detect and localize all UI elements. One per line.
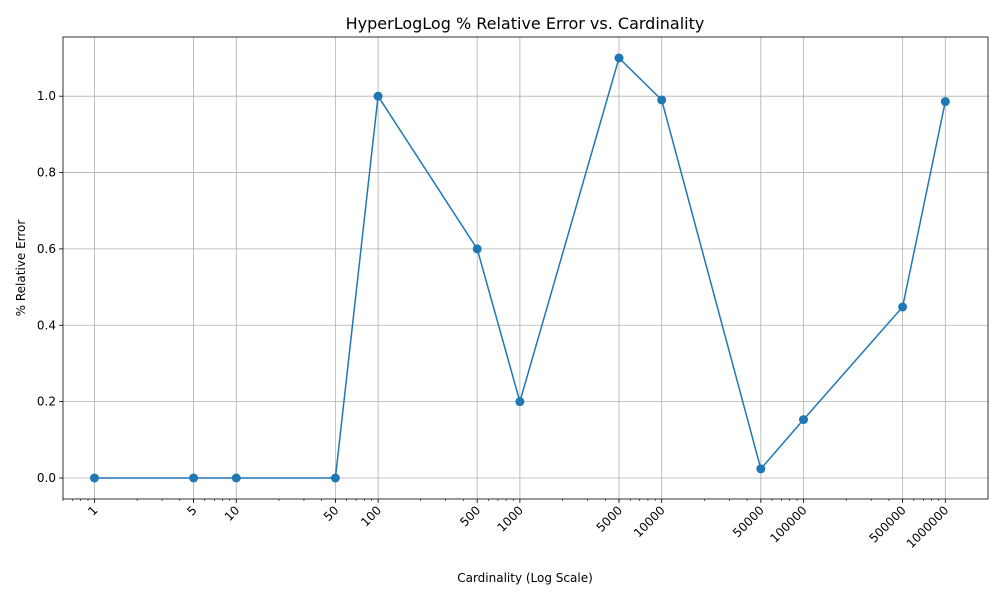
x-tick-label: 10000 <box>631 503 668 540</box>
x-tick-label: 500000 <box>866 503 908 545</box>
chart-title: HyperLogLog % Relative Error vs. Cardina… <box>346 14 705 33</box>
data-point <box>799 415 809 425</box>
plot-frame <box>62 36 989 500</box>
y-tick-label: 0.6 <box>37 242 56 256</box>
x-tick-label: 1000 <box>495 503 526 534</box>
data-point <box>657 95 667 105</box>
x-tick-label: 5000 <box>594 503 625 534</box>
data-point <box>756 464 766 474</box>
x-axis-label: Cardinality (Log Scale) <box>457 571 593 585</box>
x-tick-label: 50000 <box>730 503 767 540</box>
x-tick-label: 50 <box>321 503 342 524</box>
y-axis-ticks: 0.0 0.2 0.4 0.6 0.8 1.0 <box>37 89 63 485</box>
y-tick-label: 0.2 <box>37 395 56 409</box>
data-point <box>373 91 383 101</box>
x-tick-label: 10 <box>222 503 243 524</box>
x-tick-label: 5 <box>184 503 199 518</box>
x-tick-label: 500 <box>457 503 483 529</box>
y-tick-label: 0.8 <box>37 166 56 180</box>
x-tick-label: 100 <box>358 503 384 529</box>
y-tick-label: 0.4 <box>37 318 56 332</box>
data-point <box>940 97 950 107</box>
data-point <box>472 244 482 254</box>
grid <box>63 37 988 499</box>
data-point <box>614 53 624 63</box>
x-tick-label: 1 <box>85 503 100 518</box>
y-tick-label: 0.0 <box>37 471 56 485</box>
data-point <box>189 473 199 483</box>
data-point <box>898 302 908 312</box>
x-tick-label: 1000000 <box>904 503 952 551</box>
x-axis-ticks: 1 5 10 50 100 500 1000 5000 10000 50000 100000 5000… <box>85 499 951 551</box>
data-point <box>89 473 99 483</box>
y-tick-label: 1.0 <box>37 89 56 103</box>
y-axis-label: % Relative Error <box>14 220 28 317</box>
data-point <box>330 473 340 483</box>
data-point <box>231 473 241 483</box>
x-tick-label: 100000 <box>767 503 809 545</box>
series-relative-error <box>89 53 950 483</box>
data-point <box>515 397 525 407</box>
